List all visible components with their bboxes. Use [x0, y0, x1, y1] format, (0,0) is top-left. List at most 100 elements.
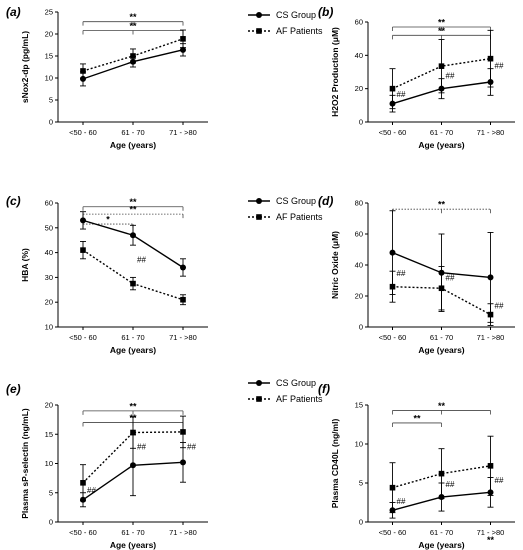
series-af-patients	[80, 29, 186, 79]
bracket-label: **	[438, 26, 446, 36]
panel-label: (b)	[318, 5, 333, 19]
significance-mark: ##	[397, 497, 406, 506]
bracket-label: **	[413, 413, 421, 423]
series-af-patients	[80, 240, 186, 306]
significance-bracket: **	[392, 200, 491, 214]
panel-e: (e) 0 5 10 15 20 <50 - 60 61 - 70 71 - >80 Age (y…	[6, 378, 323, 550]
x-tick-label: <50 - 60	[379, 528, 407, 537]
data-point	[487, 274, 494, 281]
bracket-label: **	[129, 21, 137, 31]
panel-c: (c) 10 20 30 40 50 60 <50 - 60 61 - 70 71 - >80 Ag…	[6, 194, 323, 355]
significance-mark: **	[487, 535, 495, 545]
significance-bracket: **	[392, 18, 491, 31]
y-tick-label: 80	[355, 199, 363, 208]
data-point	[487, 55, 494, 62]
significance-mark: ##	[446, 274, 455, 283]
significance-mark: ##	[187, 442, 196, 451]
significance-mark: ##	[495, 476, 504, 485]
x-tick-label: 71 - >80	[477, 528, 505, 537]
y-axis-label: Plasma sP-selectin (ng/mL)	[20, 408, 30, 519]
series-line	[82, 431, 184, 484]
y-tick-label: 0	[359, 323, 363, 332]
legend: CS Group AF Patients	[248, 378, 323, 404]
data-point	[130, 462, 136, 469]
y-tick-label: 5	[49, 96, 53, 105]
x-tick-label: <50 - 60	[379, 128, 407, 137]
legend-marker	[256, 28, 262, 34]
y-tick-label: 30	[45, 273, 53, 282]
panel-d: (d) 0 20 40 60 80 <50 - 60 61 - 70 71 - >80 Age (…	[318, 194, 515, 355]
bracket-label: **	[129, 197, 137, 207]
x-tick-label: 71 - >80	[169, 128, 197, 137]
series-af-patients	[389, 266, 494, 326]
series-cs-group	[80, 211, 186, 277]
x-tick-label: 61 - 70	[121, 528, 144, 537]
x-axis-label: Age (years)	[418, 540, 464, 550]
x-tick-label: 71 - >80	[477, 333, 505, 342]
x-tick-label: <50 - 60	[69, 333, 97, 342]
y-axis-label: Nitric Oxide (μM)	[330, 231, 340, 299]
y-tick-label: 40	[355, 51, 363, 60]
data-point	[130, 280, 136, 287]
y-tick-label: 20	[355, 292, 363, 301]
y-tick-label: 0	[49, 518, 53, 527]
data-point	[438, 63, 445, 69]
panel-label: (e)	[6, 382, 21, 396]
bracket-label: **	[129, 205, 137, 215]
panel-a: (a) 0 5 10 15 20 25 <50 - 60 61 - 70 71 - >80 Age …	[6, 5, 323, 150]
data-point	[438, 470, 445, 477]
bracket-label: *	[106, 215, 110, 225]
bracket-label: **	[438, 401, 446, 411]
data-point	[80, 68, 86, 74]
y-tick-label: 50	[45, 223, 53, 232]
significance-mark: ##	[495, 62, 504, 71]
panel-label: (d)	[318, 194, 333, 208]
significance-bracket: **	[82, 12, 184, 26]
significance-mark: ##	[87, 486, 96, 495]
significance-mark: ##	[397, 269, 406, 278]
legend-label: AF Patients	[276, 394, 323, 404]
y-tick-label: 0	[49, 118, 53, 127]
legend-label: CS Group	[276, 196, 316, 206]
legend-marker	[256, 380, 262, 386]
significance-mark: ##	[137, 256, 146, 265]
data-point	[80, 480, 86, 486]
y-tick-label: 20	[45, 298, 53, 307]
x-axis-label: Age (years)	[110, 540, 156, 550]
x-tick-label: 61 - 70	[430, 333, 453, 342]
significance-mark: ##	[397, 90, 406, 99]
y-axis-label: sNox2-dp (pg/mL)	[20, 31, 30, 103]
panel-label: (c)	[6, 194, 21, 208]
legend-label: AF Patients	[276, 26, 323, 36]
y-tick-label: 5	[49, 488, 53, 497]
bracket-label: **	[438, 200, 446, 210]
data-point	[130, 232, 136, 239]
y-tick-label: 25	[45, 8, 53, 17]
y-axis-label: Plasma CD40L (ng/ml)	[330, 419, 340, 509]
x-tick-label: <50 - 60	[69, 528, 97, 537]
x-tick-label: 61 - 70	[121, 333, 144, 342]
data-point	[438, 285, 445, 292]
x-tick-label: 71 - >80	[169, 528, 197, 537]
significance-bracket: **	[392, 401, 491, 415]
y-tick-label: 40	[355, 261, 363, 270]
y-tick-label: 15	[45, 430, 53, 439]
legend-marker	[256, 396, 262, 402]
series-af-patients	[80, 415, 186, 502]
x-tick-label: <50 - 60	[379, 333, 407, 342]
data-point	[180, 264, 186, 271]
significance-bracket: **	[392, 413, 442, 427]
y-tick-label: 40	[45, 248, 53, 257]
legend: CS Group AF Patients	[248, 196, 323, 222]
significance-mark: ##	[446, 72, 455, 81]
bracket-label: **	[438, 18, 446, 28]
data-point	[389, 85, 396, 92]
y-axis-label: HBA (%)	[20, 248, 30, 282]
data-point	[130, 429, 136, 436]
legend-marker	[256, 198, 262, 204]
significance-mark: ##	[446, 480, 455, 489]
y-tick-label: 10	[45, 459, 53, 468]
series-line	[392, 465, 491, 489]
y-tick-label: 0	[359, 118, 363, 127]
data-point	[180, 429, 186, 435]
